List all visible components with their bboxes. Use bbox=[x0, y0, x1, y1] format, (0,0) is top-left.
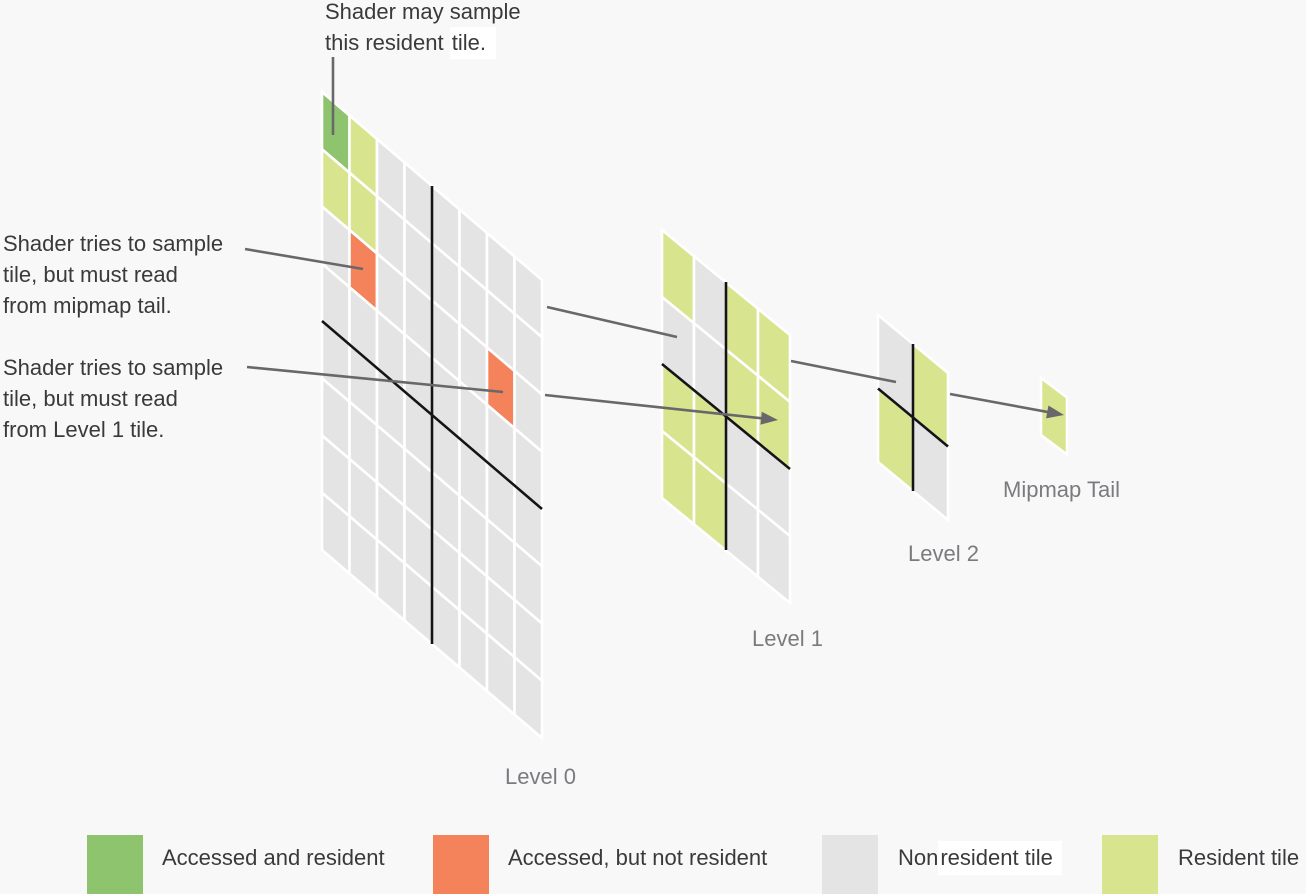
legend-label: Accessed, but not resident bbox=[508, 845, 768, 870]
annotation-line: from mipmap tail. bbox=[3, 293, 172, 318]
arrow-to-level1-tile-arrowhead-icon bbox=[760, 411, 778, 425]
pass-level0-to-level1-line bbox=[546, 305, 678, 339]
arrow-to-level1-tile-line bbox=[544, 393, 767, 421]
pass-level1-to-level2-line bbox=[790, 359, 897, 384]
level-1-label: Level 1 bbox=[752, 626, 823, 651]
annotation-line: tile, but must read bbox=[3, 386, 178, 411]
mipmap-tail-label: Mipmap Tail bbox=[1003, 477, 1120, 502]
level-0-label: Level 0 bbox=[505, 764, 576, 789]
annotation-line: Shader tries to sample bbox=[3, 355, 224, 380]
find-highlight: resident tile bbox=[938, 841, 1062, 875]
annotation-read-from-level1-tile: Shader tries to sample tile, but must re… bbox=[3, 352, 223, 445]
level-0-tile-7-7-nonresident bbox=[513, 654, 544, 741]
pass-level1-to-level2 bbox=[790, 359, 897, 384]
level-2-grid bbox=[876, 312, 950, 523]
level-0-divider-1 bbox=[321, 320, 543, 510]
legend-swatch-resident bbox=[1102, 835, 1158, 894]
leader-orange-tile-1 bbox=[244, 247, 364, 271]
annotation-line: Shader tries to sample bbox=[3, 231, 224, 256]
legend-label: Resident tile bbox=[1178, 845, 1300, 870]
annotation-line: this resident tile. bbox=[325, 27, 521, 59]
annotation-line: from Level 1 tile. bbox=[3, 417, 165, 442]
legend-label: Accessed and resident bbox=[162, 845, 385, 870]
leader-orange-tile-1-line bbox=[244, 247, 364, 271]
level-1-divider-1 bbox=[661, 362, 791, 471]
arrow-to-mipmap-tail bbox=[949, 392, 1064, 419]
arrow-to-mipmap-tail-arrowhead-icon bbox=[1046, 405, 1064, 419]
leader-orange-tile-2 bbox=[246, 365, 504, 394]
annotation-shader-may-sample: Shader may sample this resident tile. bbox=[325, 0, 521, 59]
annotation-line: Shader may sample bbox=[325, 0, 521, 24]
find-highlight: tile. bbox=[449, 27, 496, 59]
legend-swatch-accessed-not-resident bbox=[433, 835, 489, 894]
level-2-label: Level 2 bbox=[908, 541, 979, 566]
level-2-divider-1 bbox=[877, 387, 949, 448]
leader-orange-tile-2-line bbox=[246, 365, 504, 394]
annotation-line: tile, but must read bbox=[3, 262, 178, 287]
legend-swatch-accessed-resident bbox=[87, 835, 143, 894]
level-1-grid bbox=[660, 227, 792, 606]
level-0-grid bbox=[320, 89, 544, 741]
annotation-read-from-mipmap-tail: Shader tries to sample tile, but must re… bbox=[3, 228, 223, 321]
level-1-tile-3-3-nonresident bbox=[756, 507, 792, 606]
legend-swatch-nonresident bbox=[822, 835, 878, 894]
arrow-to-level1-tile bbox=[544, 393, 778, 425]
arrow-to-mipmap-tail-line bbox=[949, 392, 1053, 415]
legend-label: Nonresident tile bbox=[898, 841, 1062, 875]
pass-level0-to-level1 bbox=[546, 305, 678, 339]
